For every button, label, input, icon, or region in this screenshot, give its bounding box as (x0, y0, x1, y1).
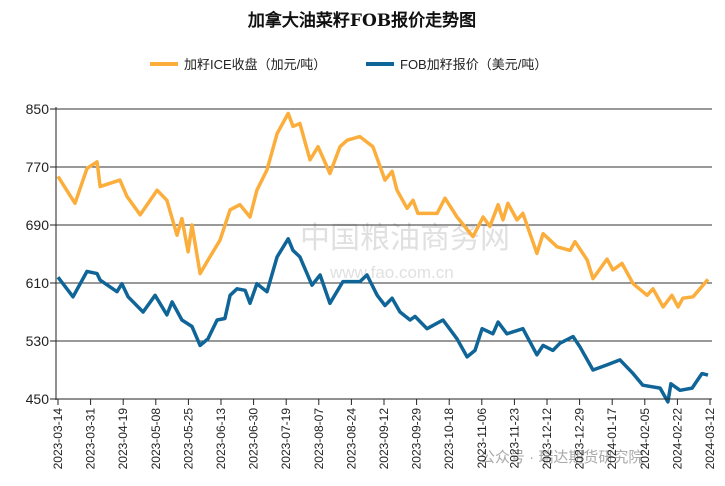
series-lines (56, 111, 710, 404)
y-tick-label: 770 (26, 159, 50, 175)
series-line-ice-close (56, 111, 710, 309)
x-tick-label: 2023-03-14 (51, 408, 65, 470)
legend: 加籽ICE收盘（加元/吨） FOB加籽报价（美元/吨） (150, 57, 547, 72)
x-tick-label: 2023-11-06 (475, 408, 489, 469)
x-tick-label: 2024-01-17 (605, 408, 619, 470)
x-tick-label: 2024-03-12 (703, 408, 717, 470)
x-tick-label: 2023-03-31 (84, 408, 98, 470)
y-tick-label: 610 (26, 275, 50, 291)
x-tick-label: 2023-11-23 (507, 408, 521, 469)
y-axis-ticks: 450 530 610 690 770 850 (26, 101, 56, 407)
legend-label-ice: 加籽ICE收盘（加元/吨） (184, 57, 326, 72)
x-tick-label: 2024-02-05 (638, 408, 652, 470)
watermark-site-url: www.fao.com.cn (329, 263, 454, 282)
series-line-fob-price (56, 237, 709, 404)
grid (56, 108, 712, 342)
y-tick-label: 850 (26, 101, 50, 117)
x-tick-label: 2023-05-08 (149, 408, 163, 470)
x-axis-ticks: 2023-03-14 2023-03-31 2023-04-19 2023-05-08… (51, 399, 717, 469)
x-tick-label: 2023-08-24 (344, 408, 358, 470)
x-tick-label: 2023-12-29 (573, 408, 587, 470)
legend-label-fob: FOB加籽报价（美元/吨） (400, 57, 547, 72)
x-tick-label: 2023-06-13 (214, 408, 228, 470)
y-tick-label: 530 (26, 333, 50, 349)
x-tick-label: 2023-09-12 (377, 408, 391, 470)
x-tick-label: 2023-12-12 (540, 408, 554, 470)
x-tick-label: 2023-04-19 (116, 408, 130, 470)
x-tick-label: 2023-07-19 (279, 408, 293, 470)
x-tick-label: 2023-10-18 (442, 408, 456, 470)
x-tick-label: 2023-08-07 (312, 408, 326, 470)
x-tick-label: 2024-02-22 (670, 408, 684, 470)
x-tick-label: 2023-06-30 (247, 408, 261, 470)
x-tick-label: 2023-05-25 (181, 408, 195, 470)
chart-title: 加拿大油菜籽FOB报价走势图 (247, 10, 476, 31)
y-tick-label: 450 (26, 391, 50, 407)
x-tick-label: 2023-09-29 (410, 408, 424, 470)
watermark-site-logo: 中国粮油商务网 (300, 221, 510, 256)
y-tick-label: 690 (26, 217, 50, 233)
watermark-wechat: 公众号 · 瑞达期货研究院 (480, 448, 643, 466)
watermark: 中国粮油商务网 www.fao.com.cn 公众号 · 瑞达期货研究院 (300, 221, 643, 466)
